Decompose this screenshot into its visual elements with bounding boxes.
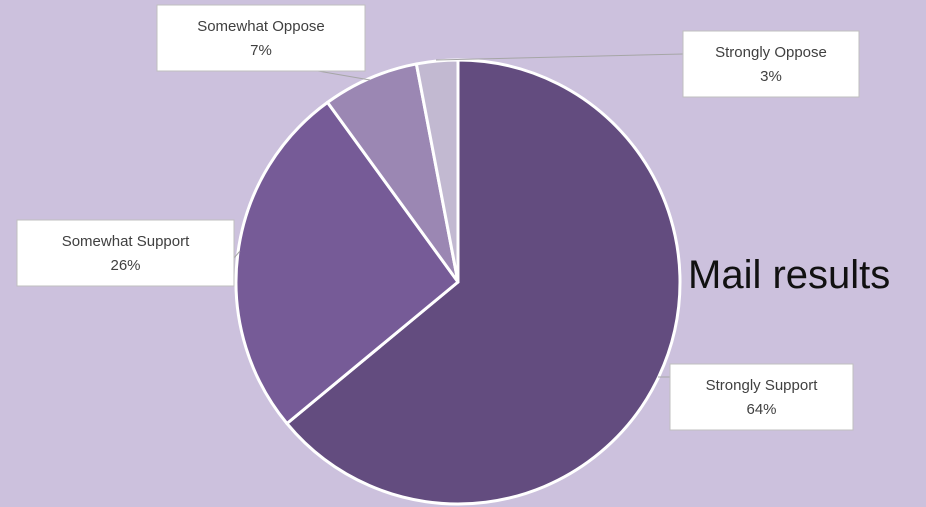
data-label-category: Somewhat Oppose — [197, 18, 325, 35]
data-label-category: Strongly Support — [706, 377, 819, 394]
leader-line — [435, 53, 684, 61]
data-label-somewhat-oppose: Somewhat Oppose 7% — [156, 4, 371, 81]
callout-box — [669, 363, 854, 431]
leader-line — [233, 250, 241, 259]
data-label-somewhat-support: Somewhat Support 26% — [16, 219, 241, 287]
data-label-value: 3% — [760, 68, 782, 85]
pie-slices — [234, 58, 682, 506]
data-label-strongly-oppose: Strongly Oppose 3% — [435, 30, 860, 98]
data-label-strongly-support: Strongly Support 64% — [658, 363, 854, 431]
chart-title: Mail results — [688, 253, 890, 297]
data-label-value: 26% — [110, 257, 140, 274]
callout-box — [16, 219, 235, 287]
data-label-category: Strongly Oppose — [715, 44, 827, 61]
data-label-value: 64% — [746, 401, 776, 418]
leader-line — [317, 70, 371, 81]
callout-box — [682, 30, 860, 98]
pie-slice-strongly-oppose — [414, 58, 460, 284]
data-label-category: Somewhat Support — [62, 233, 190, 250]
data-label-value: 7% — [250, 42, 272, 59]
callout-box — [156, 4, 366, 72]
